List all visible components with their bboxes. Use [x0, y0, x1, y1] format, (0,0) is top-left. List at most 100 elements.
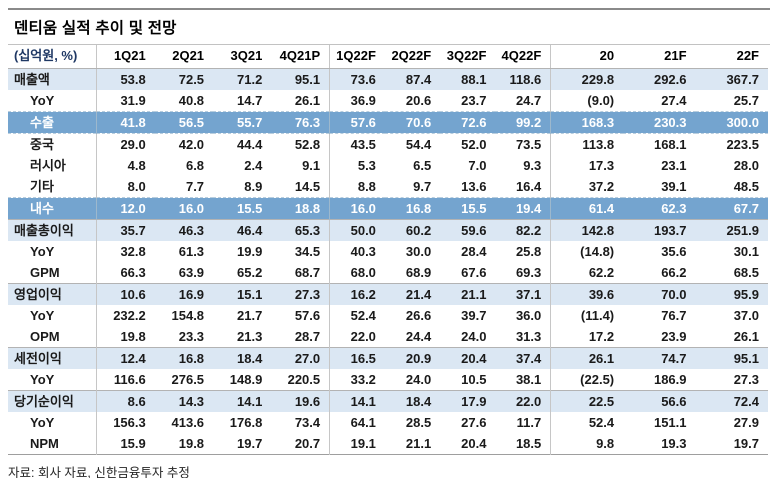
- cell: 18.8: [271, 197, 331, 220]
- cell: 18.4: [237, 350, 263, 366]
- cell: 68.9: [405, 264, 432, 280]
- column-header-22f: 22F: [695, 45, 768, 69]
- cell: 72.5: [178, 71, 205, 87]
- cell: 25.7: [733, 92, 759, 108]
- cell: 40.3: [350, 243, 376, 259]
- column-header-2q21: 2Q21: [154, 45, 214, 69]
- table-row: 매출액 53.8 72.5 71.2 95.1 73.6 87.4 88.1 118.6 229.…: [8, 68, 768, 90]
- row-label: 러시아: [8, 155, 97, 176]
- cell: 95.1: [271, 68, 331, 90]
- table-body: 매출액 53.8 72.5 71.2 95.1 73.6 87.4 88.1 118.6 229.…: [8, 68, 768, 455]
- cell: 70.6: [405, 114, 432, 130]
- column-header-1q21: 1Q21: [96, 45, 155, 69]
- row-label: OPM: [8, 326, 97, 348]
- cell: 88.1: [461, 71, 487, 87]
- cell: 24.0: [461, 328, 487, 344]
- table-header: (십억원, %) 1Q21 2Q21 3Q21 4Q21P 1Q22F 2Q22F 3Q22F…: [8, 45, 768, 69]
- cell: 34.5: [271, 241, 331, 262]
- cell: 8.8: [357, 178, 376, 194]
- cell: 65.3: [271, 219, 331, 241]
- cell: 37.0: [733, 307, 759, 323]
- cell: 42.0: [178, 136, 205, 152]
- cell: 142.8: [581, 222, 615, 238]
- cell: 21.1: [405, 435, 432, 451]
- cell: 18.4: [405, 393, 432, 409]
- cell: 220.5: [271, 369, 331, 391]
- cell: 30.1: [733, 243, 759, 259]
- cell: 40.8: [178, 92, 205, 108]
- row-label: GPM: [8, 262, 97, 284]
- cell: 4.8: [127, 157, 146, 173]
- row-label: 내수: [8, 197, 97, 220]
- table-row: NPM 15.9 19.8 19.7 20.7 19.1 21.1 20.4 18.5 9.8 19…: [8, 433, 768, 455]
- cell: 66.2: [661, 264, 687, 280]
- cell: 60.2: [405, 222, 432, 238]
- table-row: YoY 116.6 276.5 148.9 220.5 33.2 24.0 10.5 38.1 (…: [8, 369, 768, 391]
- table-row: GPM 66.3 63.9 65.2 68.7 68.0 68.9 67.6 69.3 62.2 6…: [8, 262, 768, 284]
- table-row: 내수 12.0 16.0 15.5 18.8 16.0 16.8 15.5 19.4 61.4 62…: [8, 197, 768, 220]
- cell: 26.1: [271, 90, 331, 112]
- cell: 35.6: [661, 243, 687, 259]
- cell: 20.4: [461, 350, 487, 366]
- cell: 24.7: [495, 90, 552, 112]
- cell: 99.2: [495, 111, 552, 134]
- cell: 15.1: [237, 286, 263, 302]
- cell: 116.6: [113, 371, 146, 387]
- cell: 23.9: [661, 328, 687, 344]
- cell: 168.3: [581, 114, 615, 130]
- cell: 16.9: [178, 286, 205, 302]
- cell: 15.5: [237, 200, 263, 216]
- cell: 251.9: [726, 222, 759, 238]
- table-row: 수출 41.8 56.5 55.7 76.3 57.6 70.6 72.6 99.2 168.3 2…: [8, 111, 768, 134]
- cell: 37.1: [495, 283, 552, 305]
- cell: 14.1: [350, 393, 376, 409]
- cell: 46.4: [237, 222, 263, 238]
- cell: 154.8: [171, 307, 205, 323]
- cell: 76.7: [661, 307, 687, 323]
- cell: 28.4: [461, 243, 487, 259]
- cell: 37.2: [588, 178, 615, 194]
- cell: 26.6: [405, 307, 432, 323]
- row-label: 영업이익: [8, 283, 97, 305]
- top-rule: [8, 8, 770, 10]
- cell: (14.8): [580, 243, 615, 259]
- cell: 14.1: [237, 393, 263, 409]
- cell: 28.7: [271, 326, 331, 348]
- cell: 55.7: [237, 114, 263, 130]
- cell: 223.5: [726, 136, 759, 152]
- cell: 7.7: [185, 178, 205, 194]
- cell: 43.5: [350, 136, 376, 152]
- table-title: 덴티움 실적 추이 및 전망: [8, 10, 770, 45]
- cell: 72.4: [733, 393, 759, 409]
- cell: 16.8: [178, 350, 205, 366]
- cell: 30.0: [405, 243, 432, 259]
- cell: 17.3: [588, 157, 615, 173]
- cell: 300.0: [726, 114, 759, 130]
- column-header-2q22f: 2Q22F: [384, 45, 441, 69]
- cell: 73.6: [350, 71, 376, 87]
- column-header-20: 20: [550, 45, 624, 69]
- row-label: NPM: [8, 433, 97, 455]
- cell: 26.1: [588, 350, 615, 366]
- table-row: 러시아 4.8 6.8 2.4 9.1 5.3 6.5 7.0 9.3 17.3 23.1 28.0: [8, 155, 768, 176]
- cell: 20.6: [405, 92, 432, 108]
- row-label: 중국: [8, 133, 97, 155]
- cell: 19.1: [350, 435, 376, 451]
- cell: 22.0: [350, 328, 376, 344]
- cell: 13.6: [461, 178, 487, 194]
- cell: 70.0: [661, 286, 687, 302]
- cell: 23.3: [178, 328, 205, 344]
- row-label: 매출총이익: [8, 219, 97, 241]
- cell: 73.4: [271, 412, 331, 433]
- cell: 8.6: [127, 393, 146, 409]
- cell: (22.5): [580, 371, 615, 387]
- cell: 148.9: [229, 371, 263, 387]
- row-label: YoY: [8, 305, 97, 326]
- cell: 27.9: [733, 414, 759, 430]
- column-header-3q22f: 3Q22F: [440, 45, 496, 69]
- table-row: 중국 29.0 42.0 44.4 52.8 43.5 54.4 52.0 73.5 113.8 1…: [8, 133, 768, 155]
- cell: 19.6: [271, 390, 331, 412]
- cell: 229.8: [581, 71, 615, 87]
- cell: 24.0: [405, 371, 432, 387]
